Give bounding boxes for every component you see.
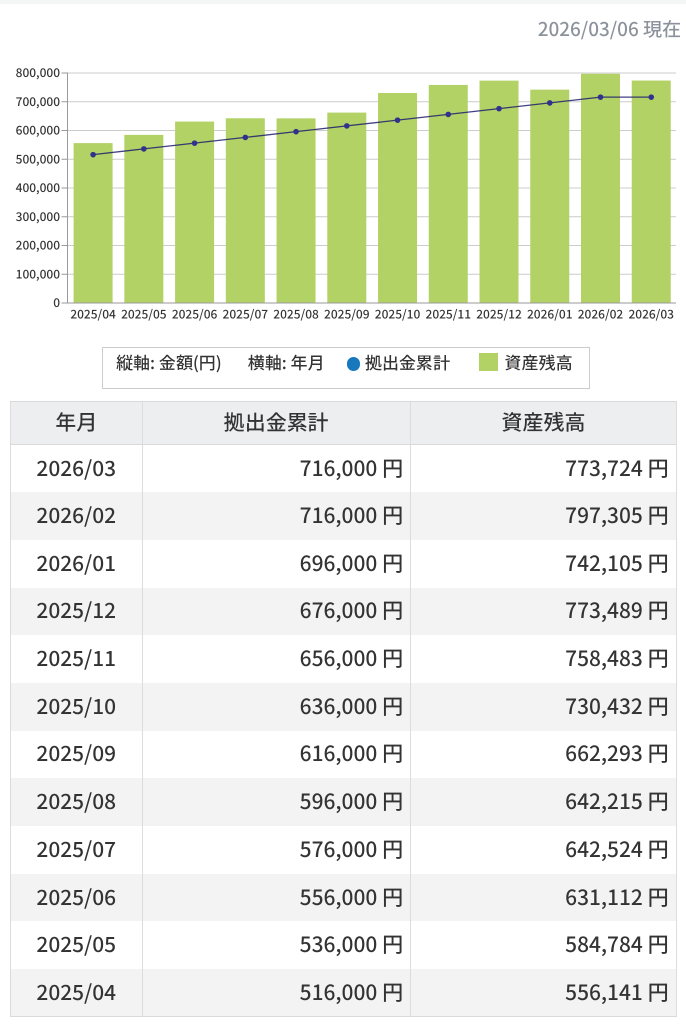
svg-text:0: 0 bbox=[53, 294, 60, 311]
svg-text:200,000: 200,000 bbox=[16, 237, 61, 254]
svg-text:400,000: 400,000 bbox=[16, 179, 61, 196]
svg-text:800,000: 800,000 bbox=[16, 64, 61, 81]
svg-text:2026/03: 2026/03 bbox=[628, 306, 674, 323]
svg-text:2025/08: 2025/08 bbox=[273, 306, 319, 323]
svg-text:2026/02: 2026/02 bbox=[578, 306, 624, 323]
svg-text:2025/10: 2025/10 bbox=[375, 306, 421, 323]
svg-text:600,000: 600,000 bbox=[16, 122, 61, 139]
svg-text:300,000: 300,000 bbox=[16, 208, 61, 225]
svg-text:2025/04: 2025/04 bbox=[70, 306, 116, 323]
svg-text:500,000: 500,000 bbox=[16, 150, 61, 167]
svg-text:2026/01: 2026/01 bbox=[527, 306, 573, 323]
svg-text:2025/07: 2025/07 bbox=[223, 306, 269, 323]
svg-text:2025/05: 2025/05 bbox=[121, 306, 167, 323]
svg-text:2025/09: 2025/09 bbox=[324, 306, 370, 323]
svg-text:2025/11: 2025/11 bbox=[426, 306, 472, 323]
svg-text:2025/06: 2025/06 bbox=[172, 306, 218, 323]
svg-text:100,000: 100,000 bbox=[16, 265, 61, 282]
svg-text:2025/12: 2025/12 bbox=[476, 306, 522, 323]
svg-text:700,000: 700,000 bbox=[16, 93, 61, 110]
